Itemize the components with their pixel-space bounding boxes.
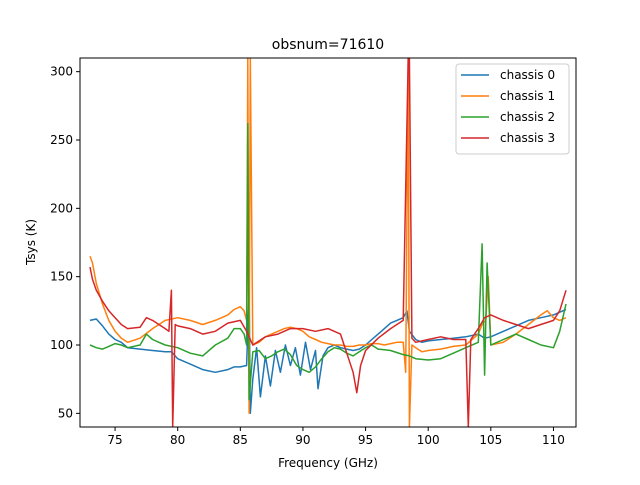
- x-tick-label: 95: [358, 433, 373, 447]
- plot-frame: [79, 57, 577, 428]
- x-tick-label: 105: [479, 433, 502, 447]
- x-tick-label: 85: [233, 433, 248, 447]
- y-tick-label: 250: [50, 133, 73, 147]
- x-tick-label: 110: [542, 433, 565, 447]
- x-tick-label: 80: [170, 433, 185, 447]
- y-tick-label: 150: [50, 270, 73, 284]
- legend-label: chassis 0: [500, 68, 555, 82]
- series-line-chassis-1: [89, 58, 567, 427]
- y-axis-label: Tsys (K): [24, 219, 38, 266]
- x-tick-label: 90: [295, 433, 310, 447]
- legend-label: chassis 2: [500, 110, 555, 124]
- series-line-chassis-3: [89, 58, 567, 427]
- y-tick-label: 100: [50, 338, 73, 352]
- x-tick-label: 100: [417, 433, 440, 447]
- legend-label: chassis 3: [500, 131, 555, 145]
- y-tick-label: 50: [58, 406, 73, 420]
- legend-label: chassis 1: [500, 89, 555, 103]
- series-line-chassis-2: [89, 122, 567, 401]
- x-tick-label: 75: [107, 433, 122, 447]
- y-axis: 50 100 150 200 250 300: [50, 65, 80, 420]
- legend: chassis 0 chassis 1 chassis 2 chassis 3: [455, 63, 570, 155]
- chart-title: obsnum=71610: [272, 37, 384, 53]
- series-layer: [89, 58, 567, 427]
- x-axis-label: Frequency (GHz): [278, 456, 378, 470]
- y-tick-label: 300: [50, 65, 73, 79]
- y-tick-label: 200: [50, 201, 73, 215]
- legend-box: [455, 63, 570, 155]
- x-axis: 75 80 85 90 95 100 105 110: [107, 427, 565, 447]
